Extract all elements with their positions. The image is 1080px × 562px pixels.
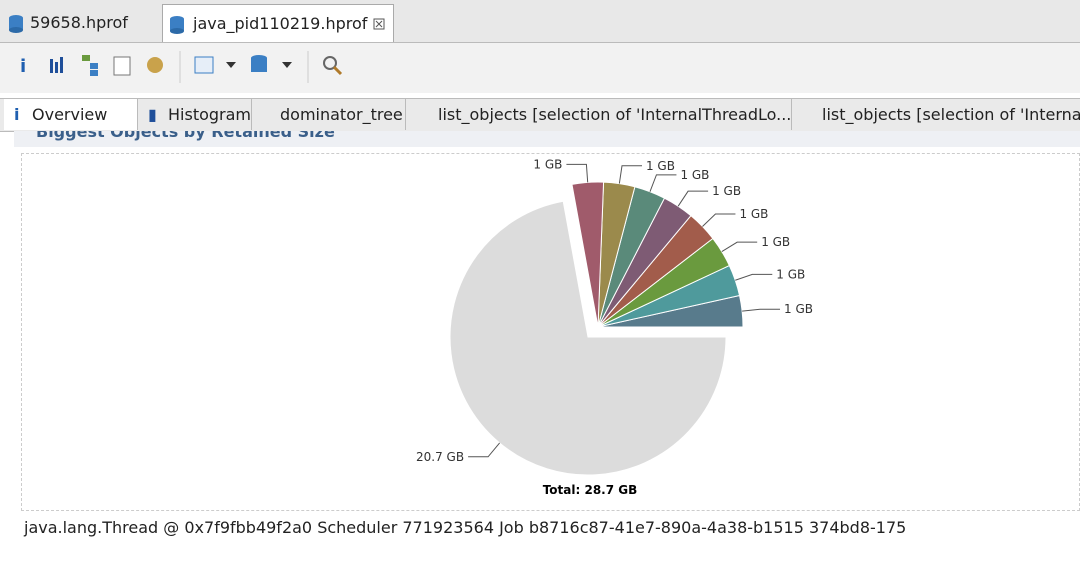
leader-line	[649, 174, 677, 192]
leader-line	[721, 241, 758, 252]
view-tab[interactable]: dominator_tree	[254, 99, 406, 130]
db-icon	[9, 15, 23, 33]
settings-icon[interactable]	[147, 57, 163, 73]
section-header: Biggest Objects by Retained Size	[14, 131, 1080, 147]
view-tab-active[interactable]: i Overview	[4, 99, 138, 130]
editor-tab[interactable]: 59658.hprof	[0, 4, 160, 42]
leader-line	[618, 165, 642, 184]
section-title: Biggest Objects by Retained Size	[36, 131, 335, 141]
tab-label: list_objects [selection of 'InternalThre…	[438, 105, 792, 124]
close-icon[interactable]	[373, 18, 385, 30]
histogram-icon[interactable]	[50, 59, 53, 73]
slice-label: 1 GB	[761, 235, 790, 249]
slice-label: 1 GB	[784, 302, 813, 316]
leader-line	[702, 213, 736, 227]
view-tab[interactable]: list_objects [selection of 'Interna	[794, 99, 1080, 130]
leader-line	[468, 442, 501, 458]
info-icon[interactable]: i	[20, 56, 26, 77]
db-icon	[170, 16, 184, 34]
leader-line	[677, 190, 709, 207]
slice-label: 1 GB	[776, 267, 805, 281]
leader-line	[735, 273, 773, 281]
slice-label: 1 GB	[533, 157, 562, 171]
chart-frame: Total: 28.7 GB 1 GB 1 GB 1 GB 1 GB 1 GB 1 GB 1…	[21, 153, 1080, 511]
tab-label: Histogram	[168, 105, 251, 124]
slice-label: 20.7 GB	[416, 450, 464, 464]
view-tab[interactable]: list_objects [selection of 'InternalThre…	[408, 99, 792, 130]
slice-label: 1 GB	[646, 159, 675, 173]
report-icon[interactable]	[194, 56, 214, 74]
total-label: Total: 28.7 GB	[543, 483, 638, 497]
view-tab-bar	[0, 98, 1080, 132]
tab-label: 59658.hprof	[30, 13, 128, 32]
slice-label: 1 GB	[712, 184, 741, 198]
tree-icon[interactable]	[82, 55, 90, 61]
tab-label: java_pid110219.hprof	[193, 14, 368, 33]
view-tab[interactable]: ▮ Histogram	[140, 99, 252, 130]
slice-label: 1 GB	[739, 207, 768, 221]
tab-label: list_objects [selection of 'Interna	[822, 105, 1080, 124]
leader-line	[566, 163, 589, 183]
oql-icon[interactable]	[113, 56, 131, 76]
slice-label: 1 GB	[680, 168, 709, 182]
toolbar-icons: i	[20, 51, 343, 83]
editor-tab-active[interactable]: java_pid110219.hprof	[162, 4, 394, 42]
tab-label: Overview	[32, 105, 108, 124]
status-text: java.lang.Thread @ 0x7f9fbb49f2a0 Schedu…	[24, 518, 907, 537]
search-icon[interactable]	[323, 56, 337, 70]
toolbar: i	[0, 43, 1080, 93]
pie-chart: Total: 28.7 GB 1 GB1 GB1 GB1 GB1 GB1 GB1…	[416, 157, 813, 497]
tab-label: dominator_tree	[280, 105, 403, 124]
leader-line	[742, 308, 781, 312]
